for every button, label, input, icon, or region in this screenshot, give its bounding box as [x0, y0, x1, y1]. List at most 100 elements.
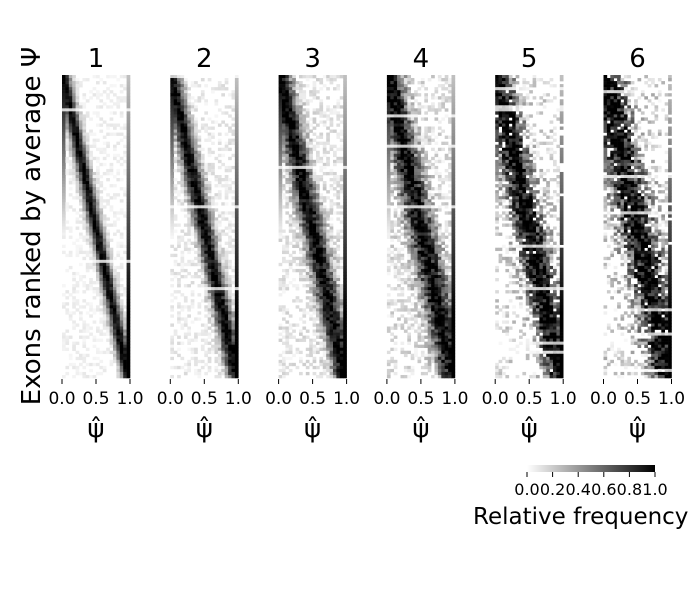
- heatmap-cell: [113, 84, 117, 88]
- heatmap-cell: [441, 87, 445, 91]
- heatmap-cell: [221, 268, 225, 273]
- heatmap-cell: [92, 202, 97, 206]
- heatmap-cell: [336, 293, 341, 297]
- heatmap-cell: [319, 271, 324, 276]
- heatmap-cell: [173, 138, 178, 142]
- heatmap-cell: [288, 178, 293, 182]
- heatmap-cell: [187, 99, 191, 103]
- heatmap-cell: [343, 120, 347, 124]
- heatmap-cell: [96, 356, 100, 361]
- heatmap-cell: [285, 174, 290, 179]
- heatmap-cell: [333, 359, 337, 364]
- heatmap-cell: [106, 271, 110, 276]
- heatmap-cell: [424, 196, 428, 200]
- heatmap-cell: [68, 205, 73, 209]
- heatmap-cell: [75, 168, 80, 173]
- heatmap-cell: [393, 271, 398, 276]
- heatmap-cell: [424, 238, 428, 242]
- heatmap-cell: [431, 226, 435, 230]
- heatmap-cell: [305, 196, 310, 200]
- heatmap-cell: [316, 190, 320, 194]
- heatmap-cell: [400, 217, 405, 221]
- heatmap-cell: [170, 347, 174, 352]
- heatmap-cell: [207, 320, 212, 324]
- heatmap-cell: [187, 226, 191, 230]
- heatmap-cell: [92, 199, 97, 203]
- heatmap-cell: [441, 259, 445, 264]
- heatmap-cell: [173, 190, 178, 194]
- heatmap-cell: [295, 208, 300, 212]
- heatmap-cell: [390, 78, 394, 82]
- heatmap-cell: [234, 135, 239, 139]
- heatmap-cell: [316, 235, 320, 239]
- heatmap-cell: [190, 299, 195, 303]
- heatmap-cell: [434, 223, 439, 227]
- heatmap-cell: [79, 171, 83, 176]
- heatmap-cell: [343, 244, 347, 249]
- heatmap-cell: [190, 84, 195, 88]
- heatmap-cell: [417, 265, 422, 270]
- heatmap-cell: [312, 268, 317, 273]
- heatmap-cell: [204, 223, 208, 227]
- heatmap-cell: [437, 171, 442, 176]
- heatmap-cell: [329, 144, 334, 149]
- heatmap-cell: [285, 220, 290, 224]
- heatmap-cell: [65, 159, 70, 164]
- heatmap-cell: [414, 187, 418, 191]
- heatmap-cell: [187, 359, 191, 364]
- heatmap-cell: [319, 374, 324, 379]
- heatmap-cell: [79, 126, 83, 130]
- heatmap-cell: [214, 178, 219, 182]
- heatmap-cell: [231, 274, 236, 279]
- heatmap-cell: [343, 193, 347, 197]
- heatmap-cell: [207, 287, 212, 291]
- heatmap-cell: [228, 178, 232, 182]
- heatmap-cell: [312, 287, 317, 291]
- heatmap-cell: [431, 105, 435, 109]
- heatmap-cell: [329, 317, 334, 321]
- heatmap-cell: [403, 235, 408, 239]
- heatmap-cell: [417, 129, 422, 133]
- heatmap-cell: [417, 168, 422, 173]
- heatmap-cell: [333, 284, 337, 288]
- heatmap-cell: [173, 329, 178, 333]
- heatmap-cell: [407, 271, 411, 276]
- heatmap-cell: [386, 102, 391, 106]
- heatmap-cell: [187, 262, 191, 267]
- heatmap-cell: [113, 75, 117, 79]
- heatmap-cell: [414, 156, 418, 161]
- heatmap-cell: [89, 253, 93, 258]
- heatmap-cell: [99, 296, 104, 300]
- heatmap-cell: [386, 181, 391, 185]
- heatmap-cell: [214, 290, 219, 294]
- heatmap-cell: [417, 102, 422, 106]
- heatmap-cell: [305, 347, 310, 352]
- heatmap-cell: [326, 114, 330, 118]
- heatmap-cell: [319, 308, 324, 312]
- heatmap-cell: [221, 329, 225, 333]
- heatmap-cell: [312, 87, 317, 91]
- heatmap-cell: [305, 250, 310, 255]
- heatmap-cell: [126, 184, 131, 188]
- heatmap-cell: [170, 299, 174, 303]
- heatmap-cell: [322, 150, 327, 155]
- heatmap-cell: [207, 347, 212, 352]
- heatmap-cell: [62, 223, 66, 227]
- heatmap-cell: [437, 159, 442, 164]
- heatmap-cell: [278, 223, 283, 227]
- heatmap-cell: [75, 190, 80, 194]
- heatmap-cell: [102, 320, 107, 324]
- heatmap-cell: [234, 202, 239, 206]
- heatmap-cell: [329, 129, 334, 133]
- heatmap-cell: [116, 329, 121, 333]
- heatmap-cell: [221, 229, 225, 233]
- heatmap-cell: [197, 259, 202, 264]
- heatmap-cell: [200, 265, 205, 270]
- heatmap-cell: [75, 90, 80, 94]
- heatmap-cell: [211, 259, 215, 264]
- heatmap-cell: [194, 229, 198, 233]
- heatmap-cell: [336, 156, 341, 161]
- heatmap-cell: [62, 226, 66, 230]
- heatmap-cell: [190, 150, 195, 155]
- heatmap-cell: [400, 117, 405, 121]
